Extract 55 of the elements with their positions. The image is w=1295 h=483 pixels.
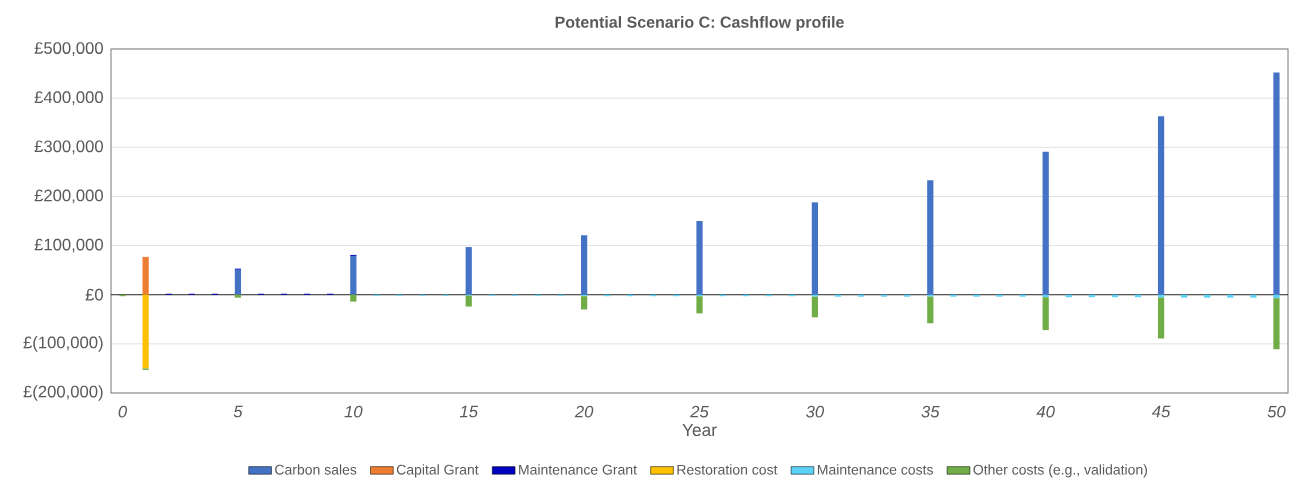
x-tick-label: 40 <box>1036 405 1055 418</box>
y-tick-label: £400,000 <box>34 91 103 106</box>
y-tick-label: £0 <box>85 288 103 301</box>
bar <box>696 221 703 295</box>
y-tick-label: £(100,000) <box>23 336 103 352</box>
bar <box>142 256 149 295</box>
bar <box>1157 116 1165 295</box>
legend-label: Maintenance costs <box>817 464 933 475</box>
bar <box>1204 294 1211 298</box>
x-tick-label: 45 <box>1151 405 1171 418</box>
y-tick-label: £(200,000) <box>23 385 103 401</box>
y-tick-label: £200,000 <box>34 189 103 204</box>
chart-title: Potential Scenario C: Cashflow profile <box>555 16 844 31</box>
bar <box>1273 298 1280 350</box>
x-tick-label: 0 <box>118 405 128 418</box>
y-tick-label: £500,000 <box>34 42 103 56</box>
bar <box>1042 151 1049 295</box>
x-tick-label: 50 <box>1267 405 1286 418</box>
bar <box>581 235 588 295</box>
bar <box>234 269 242 295</box>
bar <box>1042 297 1049 331</box>
x-tick-label: 5 <box>233 405 243 418</box>
bar <box>927 296 934 324</box>
x-tick-label: 10 <box>344 405 363 418</box>
bar <box>581 296 588 310</box>
bar <box>696 296 703 314</box>
legend-label: Carbon sales <box>275 464 357 475</box>
bar <box>811 202 819 295</box>
bar <box>1250 294 1257 298</box>
legend-label: Restoration cost <box>677 464 778 475</box>
bar <box>1227 294 1234 298</box>
legend-label: Maintenance Grant <box>519 464 637 475</box>
y-tick-label: £300,000 <box>34 140 103 155</box>
bar <box>811 296 819 318</box>
bar <box>1181 294 1188 298</box>
bar <box>1273 72 1280 295</box>
x-tick-label: 15 <box>459 405 479 418</box>
bar <box>927 180 934 295</box>
y-tick-label: £100,000 <box>34 238 103 253</box>
bar <box>465 247 472 295</box>
bar <box>1157 297 1165 339</box>
bar <box>142 294 149 369</box>
legend-label: Capital Grant <box>396 464 479 478</box>
x-tick-label: 30 <box>806 405 825 418</box>
bar <box>1157 294 1165 298</box>
bar <box>1273 294 1280 299</box>
bar <box>465 295 472 307</box>
legend-label: Other costs (e.g., validation) <box>973 464 1147 478</box>
bar <box>350 255 357 295</box>
x-axis-title: Year <box>682 424 717 437</box>
x-tick-label: 35 <box>921 405 940 418</box>
bar <box>350 294 357 302</box>
x-tick-label: 20 <box>574 405 594 418</box>
x-tick-label: 25 <box>690 405 709 418</box>
bar <box>234 294 242 298</box>
